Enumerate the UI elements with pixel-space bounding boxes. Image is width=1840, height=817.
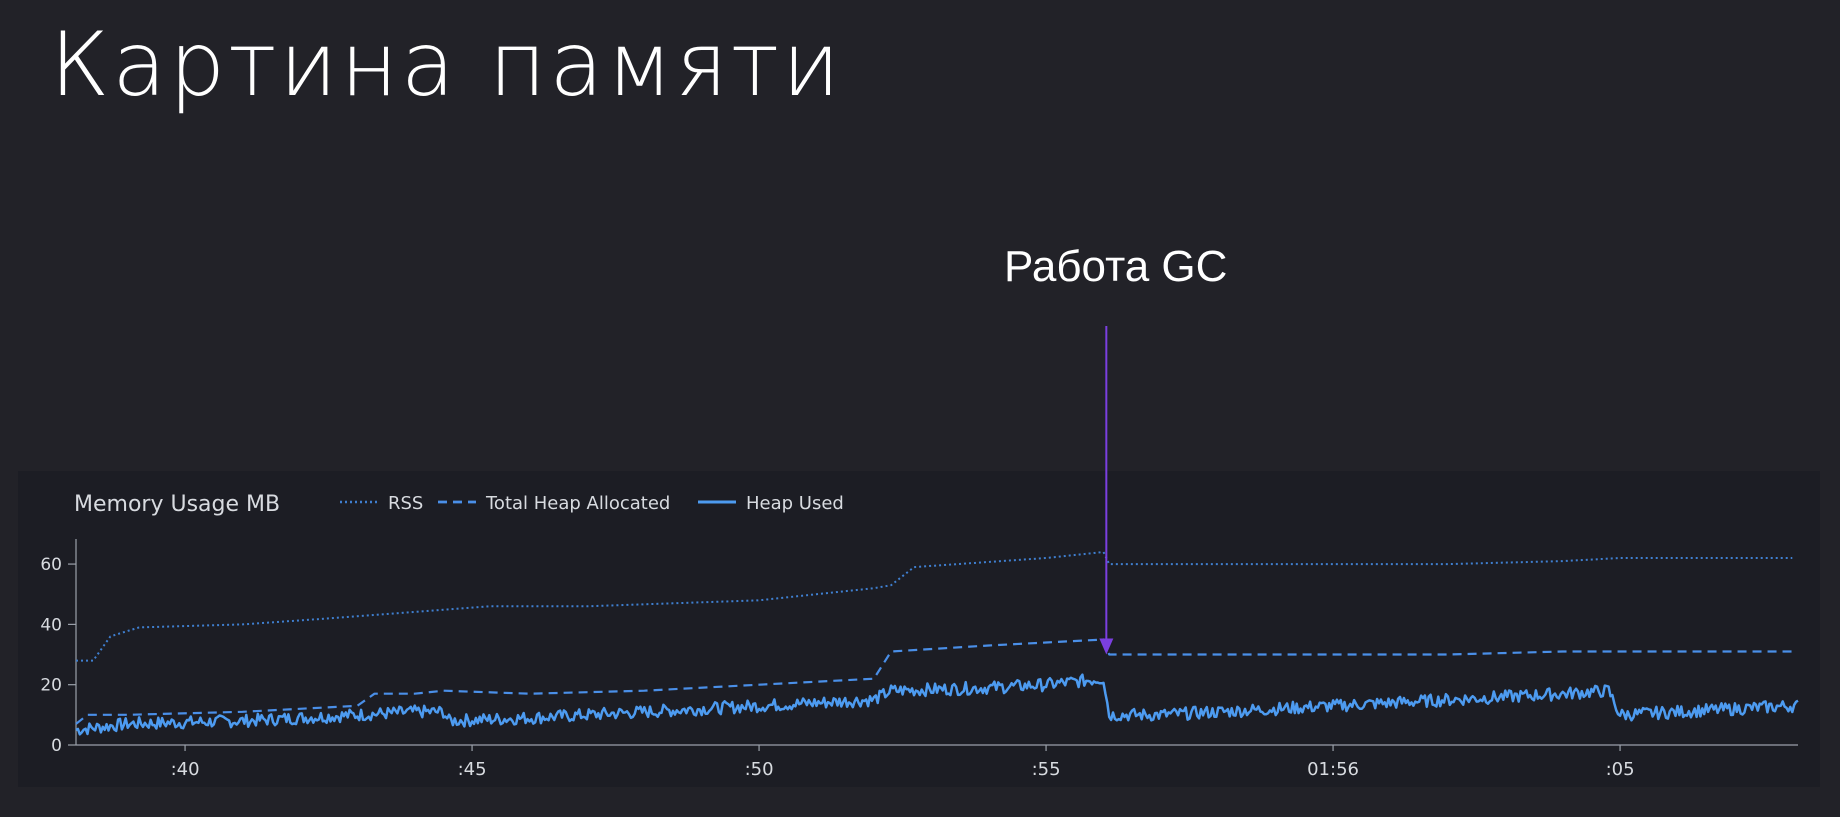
chart-series-layer [75, 551, 1799, 736]
y-tick-label: 40 [40, 615, 62, 635]
y-tick-label: 20 [40, 676, 62, 696]
slide-title: Картина памяти [50, 13, 843, 116]
chart-axes: 0 20 40 60 :40 :45 :50 :55 01:56 :05 [40, 539, 1798, 780]
legend-label: RSS [388, 493, 423, 514]
x-tick-label: :55 [1032, 759, 1061, 780]
gc-annotation-label: Работа GC [1004, 242, 1228, 291]
series-line-heap-used [75, 673, 1799, 736]
x-tick-label: :05 [1606, 759, 1635, 780]
x-tick-label: 01:56 [1307, 759, 1359, 780]
x-tick-label: :40 [171, 759, 200, 780]
y-tick-label: 0 [51, 736, 62, 756]
series-line-rss [76, 551, 1793, 662]
legend-label: Total Heap Allocated [485, 493, 670, 514]
y-tick-label: 60 [40, 555, 62, 575]
chart-title: Memory Usage MB [74, 492, 280, 517]
x-tick-label: :50 [745, 759, 774, 780]
chart-legend: RSS Total Heap Allocated Heap Used [340, 493, 844, 514]
series-line-total-heap-allocated [75, 638, 1793, 725]
x-tick-label: :45 [458, 759, 487, 780]
memory-chart: Memory Usage MB RSS Total Heap Allocated H… [40, 492, 1799, 780]
legend-label: Heap Used [746, 493, 844, 514]
chart-panel: Memory Usage MB RSS Total Heap Allocated H… [18, 471, 1820, 787]
